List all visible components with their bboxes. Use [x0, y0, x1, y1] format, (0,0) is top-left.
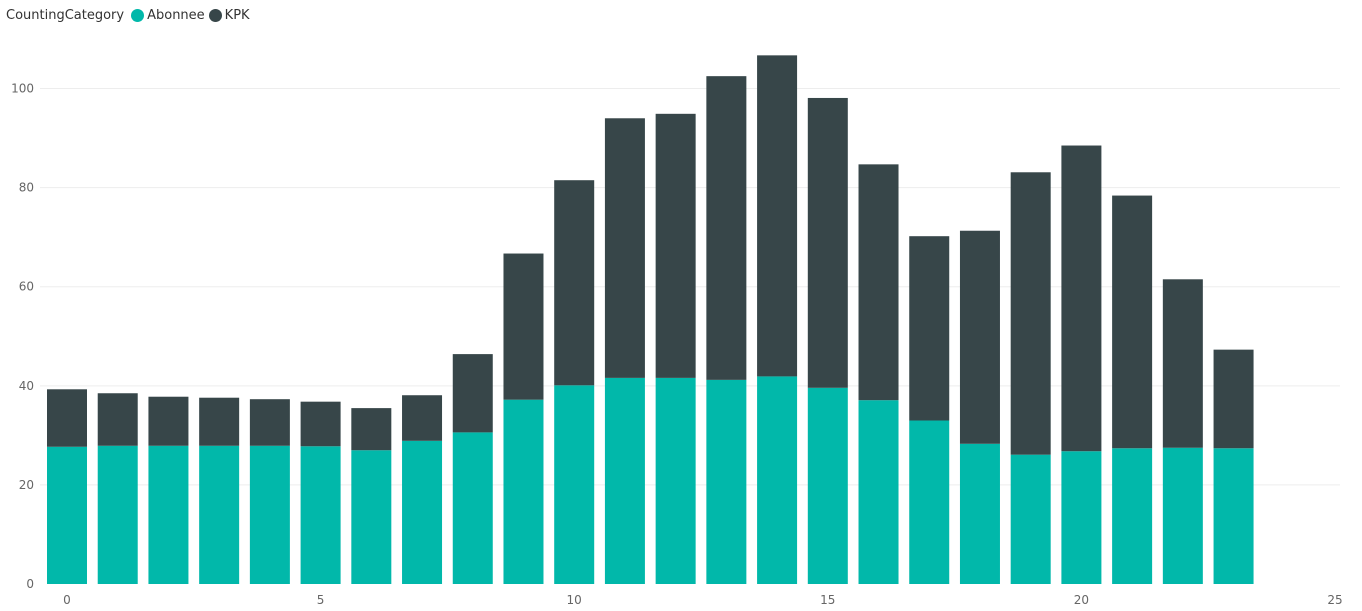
bar-kpk-21[interactable] [1112, 195, 1153, 449]
bar-abonnee-20[interactable] [1061, 451, 1102, 584]
bar-abonnee-2[interactable] [148, 445, 189, 584]
x-tick-label: 25 [1327, 593, 1342, 607]
bar-abonnee-13[interactable] [706, 379, 747, 584]
bar-abonnee-22[interactable] [1162, 447, 1203, 584]
bar-abonnee-14[interactable] [757, 376, 798, 584]
bar-abonnee-16[interactable] [858, 400, 899, 584]
bar-abonnee-19[interactable] [1010, 454, 1051, 584]
bar-kpk-0[interactable] [47, 389, 87, 447]
bar-abonnee-12[interactable] [655, 377, 696, 584]
y-tick-label: 0 [26, 577, 34, 591]
bar-kpk-6[interactable] [351, 408, 392, 451]
bar-abonnee-17[interactable] [909, 420, 950, 585]
legend-dot-abonnee [131, 8, 145, 22]
bar-abonnee-1[interactable] [97, 445, 138, 584]
bar-kpk-3[interactable] [199, 397, 240, 446]
bar-abonnee-3[interactable] [199, 445, 240, 584]
legend: CountingCategory Abonnee KPK [6, 4, 254, 26]
x-tick-label: 0 [63, 593, 71, 607]
x-tick-label: 20 [1074, 593, 1089, 607]
bar-abonnee-7[interactable] [402, 440, 443, 584]
legend-item-abonnee[interactable]: Abonnee [131, 8, 205, 23]
bar-abonnee-21[interactable] [1112, 448, 1153, 584]
bar-kpk-22[interactable] [1162, 279, 1203, 448]
x-tick-label: 10 [567, 593, 582, 607]
x-axis: 0 5 10 15 20 25 [63, 593, 1342, 607]
bar-kpk-5[interactable] [300, 401, 341, 447]
bar-abonnee-9[interactable] [503, 399, 544, 584]
bar-abonnee-15[interactable] [807, 387, 848, 584]
bar-kpk-23[interactable] [1213, 349, 1254, 449]
y-tick-label: 40 [19, 379, 34, 393]
y-tick-label: 60 [19, 280, 34, 294]
bar-kpk-10[interactable] [554, 180, 595, 386]
bar-abonnee-23[interactable] [1213, 448, 1254, 584]
legend-item-kpk[interactable]: KPK [208, 7, 250, 23]
bar-abonnee-4[interactable] [249, 445, 290, 584]
bar-kpk-17[interactable] [909, 236, 950, 421]
bar-abonnee-11[interactable] [604, 377, 645, 584]
bar-kpk-13[interactable] [706, 76, 747, 380]
y-axis: 0 20 40 60 80 100 [11, 82, 34, 591]
bar-abonnee-8[interactable] [452, 432, 493, 584]
y-tick-label: 100 [11, 82, 34, 96]
bar-kpk-1[interactable] [97, 393, 138, 446]
legend-label-abonnee: Abonnee [147, 7, 205, 23]
bar-kpk-8[interactable] [452, 354, 493, 433]
bar-kpk-12[interactable] [655, 113, 696, 378]
bar-kpk-4[interactable] [249, 399, 290, 446]
bar-kpk-9[interactable] [503, 253, 544, 400]
legend-title: CountingCategory [6, 7, 125, 23]
bar-kpk-2[interactable] [148, 396, 189, 446]
bar-kpk-11[interactable] [604, 118, 645, 378]
bar-abonnee-18[interactable] [959, 443, 1000, 584]
bar-kpk-20[interactable] [1061, 145, 1102, 452]
x-tick-label: 5 [317, 593, 325, 607]
bar-kpk-15[interactable] [807, 97, 848, 388]
legend-label-kpk: KPK [224, 7, 250, 23]
bar-abonnee-10[interactable] [554, 385, 595, 584]
bar-kpk-7[interactable] [402, 395, 443, 441]
bars [47, 55, 1254, 584]
bar-abonnee-0[interactable] [47, 446, 87, 584]
bar-kpk-14[interactable] [757, 55, 798, 377]
x-tick-label: 15 [820, 593, 835, 607]
y-tick-label: 20 [19, 478, 34, 492]
bar-kpk-19[interactable] [1010, 172, 1051, 455]
y-tick-label: 80 [19, 181, 34, 195]
bar-abonnee-5[interactable] [300, 446, 341, 584]
bar-kpk-16[interactable] [858, 164, 899, 401]
bar-kpk-18[interactable] [959, 230, 1000, 444]
bar-abonnee-6[interactable] [351, 450, 392, 584]
legend-dot-kpk [208, 8, 222, 22]
